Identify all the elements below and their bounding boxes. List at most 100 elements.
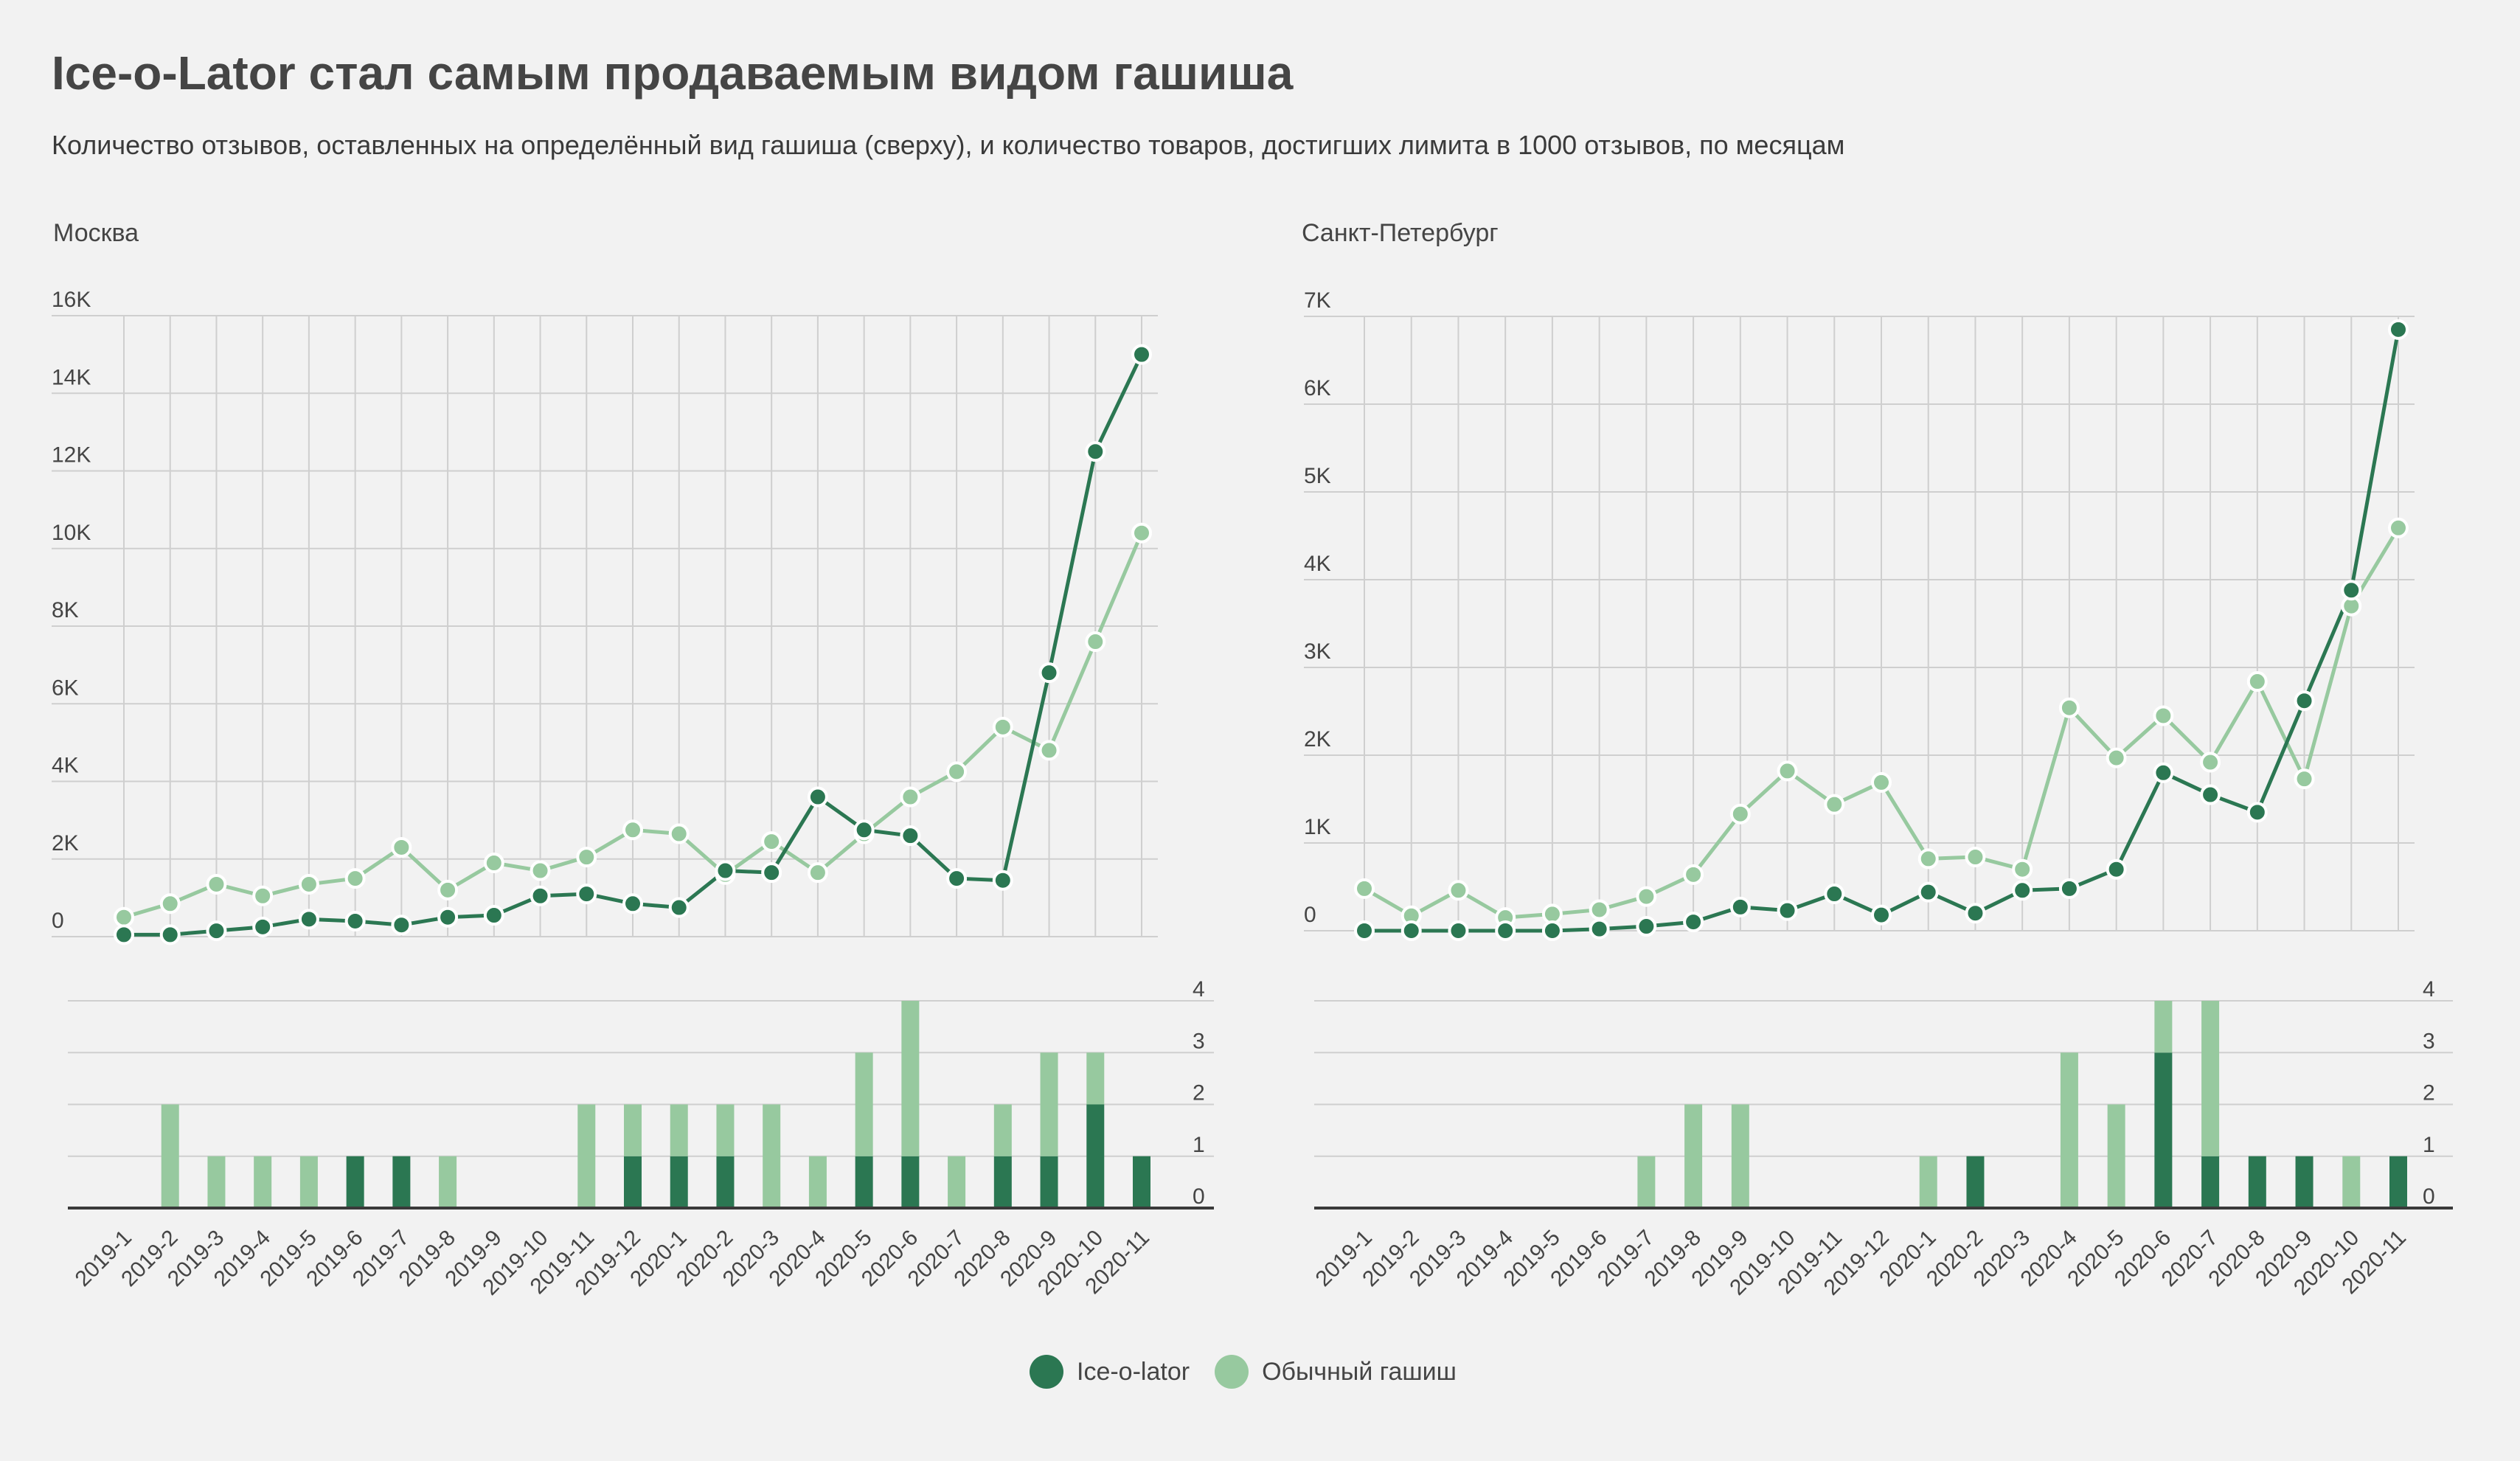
bar-segment-regular [808,1156,827,1208]
data-point-ice [1541,920,1563,941]
y-tick-label: 2K [1304,727,1331,752]
bar-segment-regular [1684,1104,1703,1208]
bar-segment-regular [716,1104,735,1156]
data-point-ice [668,897,690,918]
data-point-ice [1683,912,1704,933]
data-point-regular [1354,878,1375,899]
bar-segment-regular [624,1104,642,1156]
chart-panel-spb: Санкт-Петербург01K2K3K4K5K6K7K012342019-… [1302,219,2453,1300]
data-point-ice [159,924,181,945]
legend-swatch-ice [1030,1355,1063,1389]
bar-segment-ice [1133,1156,1150,1208]
data-point-ice [2246,802,2268,823]
data-point-ice [900,825,921,847]
y-tick-label: 8K [52,598,79,622]
data-point-ice [1400,920,1422,941]
data-point-regular [761,831,782,853]
legend-item-regular: Обычный гашиш [1215,1355,1457,1389]
bar-segment-regular [670,1104,688,1156]
bar-segment-ice [993,1156,1012,1208]
bar-segment-ice [392,1156,411,1208]
data-point-regular [1131,522,1152,544]
y-tick-label: 6K [52,676,79,700]
data-point-regular [298,873,319,895]
bar-segment-ice [2389,1156,2407,1208]
data-point-ice [1448,920,1469,941]
data-point-regular [530,860,551,881]
panel-title: Москва [53,219,139,247]
data-point-regular [1871,771,1892,793]
bar-segment-regular [1637,1156,1656,1208]
data-point-regular [2246,671,2268,693]
data-point-regular [992,716,1013,738]
bar-y-tick-label: 1 [2423,1133,2435,1157]
chart-panel-moscow: Москва02K4K6K8K10K12K14K16K012342019-120… [52,219,1214,1300]
bar-segment-ice [2201,1156,2220,1208]
y-tick-label: 0 [52,909,64,933]
bar-segment-ice [1966,1156,1985,1208]
bar-segment-regular [161,1104,179,1208]
data-point-regular [622,819,643,841]
data-point-regular [576,847,597,868]
data-point-regular [1085,631,1106,653]
panel-title: Санкт-Петербург [1302,219,1499,247]
bar-y-tick-label: 3 [2423,1029,2435,1053]
bar-segment-regular [2060,1052,2078,1208]
data-point-ice [1131,344,1152,365]
data-point-regular [437,879,459,900]
data-point-ice [1917,881,1939,903]
data-point-regular [668,823,690,844]
data-point-regular [2388,517,2409,538]
data-point-ice [946,868,968,889]
data-point-regular [344,868,366,889]
bar-segment-regular [254,1156,272,1208]
data-point-regular [2153,705,2174,726]
bar-y-tick-label: 3 [1193,1029,1205,1053]
y-tick-label: 10K [52,521,91,545]
bar-segment-regular [993,1104,1012,1156]
bar-segment-regular [1086,1052,1105,1105]
data-point-ice [853,819,875,841]
data-point-ice [2058,878,2080,899]
data-point-regular [946,761,968,782]
data-point-regular [1729,803,1751,825]
data-point-regular [1541,903,1563,925]
data-point-ice [1777,900,1798,921]
data-point-ice [576,884,597,905]
bar-segment-ice [624,1156,642,1208]
bar-segment-regular [901,1001,920,1156]
bar-segment-regular [439,1156,457,1208]
data-point-ice [2294,690,2315,712]
bar-segment-regular [2201,1001,2220,1156]
bar-y-tick-label: 4 [1193,977,1205,1002]
data-point-ice [2106,858,2127,880]
legend-label-regular: Обычный гашиш [1262,1357,1457,1386]
y-tick-label: 0 [1304,903,1316,927]
data-point-ice [992,870,1013,891]
bar-segment-ice [2295,1156,2314,1208]
data-point-ice [298,909,319,930]
y-tick-label: 2K [52,831,79,856]
data-point-regular [1038,740,1060,761]
data-point-ice [2153,762,2174,783]
data-point-regular [1824,794,1845,815]
y-tick-label: 7K [1304,288,1331,313]
data-point-ice [437,906,459,928]
data-point-ice [622,893,643,915]
data-point-regular [1448,880,1469,901]
data-point-regular [807,862,828,884]
data-point-ice [530,885,551,906]
data-point-ice [1038,662,1060,684]
data-point-regular [114,906,134,928]
bar-segment-regular [1731,1104,1749,1208]
bar-segment-regular [577,1104,596,1208]
bar-segment-regular [299,1156,318,1208]
page-title: Ice-o-Lator стал самым продаваемым видом… [52,46,1294,100]
data-point-regular [483,853,504,874]
bar-segment-regular [2342,1156,2361,1208]
y-tick-label: 4K [1304,552,1331,576]
data-point-ice [715,860,736,881]
data-point-regular [159,893,181,915]
data-point-ice [1085,441,1106,462]
